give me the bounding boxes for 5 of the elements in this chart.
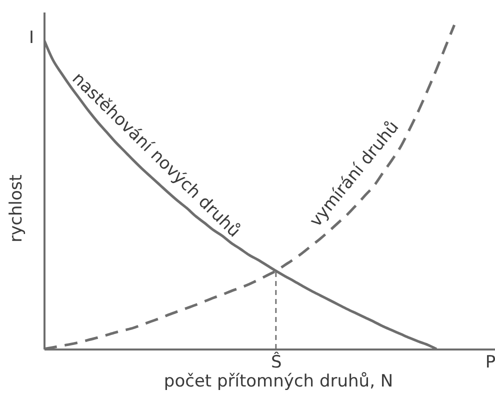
y-axis-title: rychlost bbox=[6, 174, 26, 242]
x-tick-label: P bbox=[485, 352, 495, 372]
x-axis-title: počet přítomných druhů, N bbox=[164, 372, 394, 392]
x-tick-label: Ŝ bbox=[271, 352, 282, 372]
text: I bbox=[28, 28, 34, 48]
